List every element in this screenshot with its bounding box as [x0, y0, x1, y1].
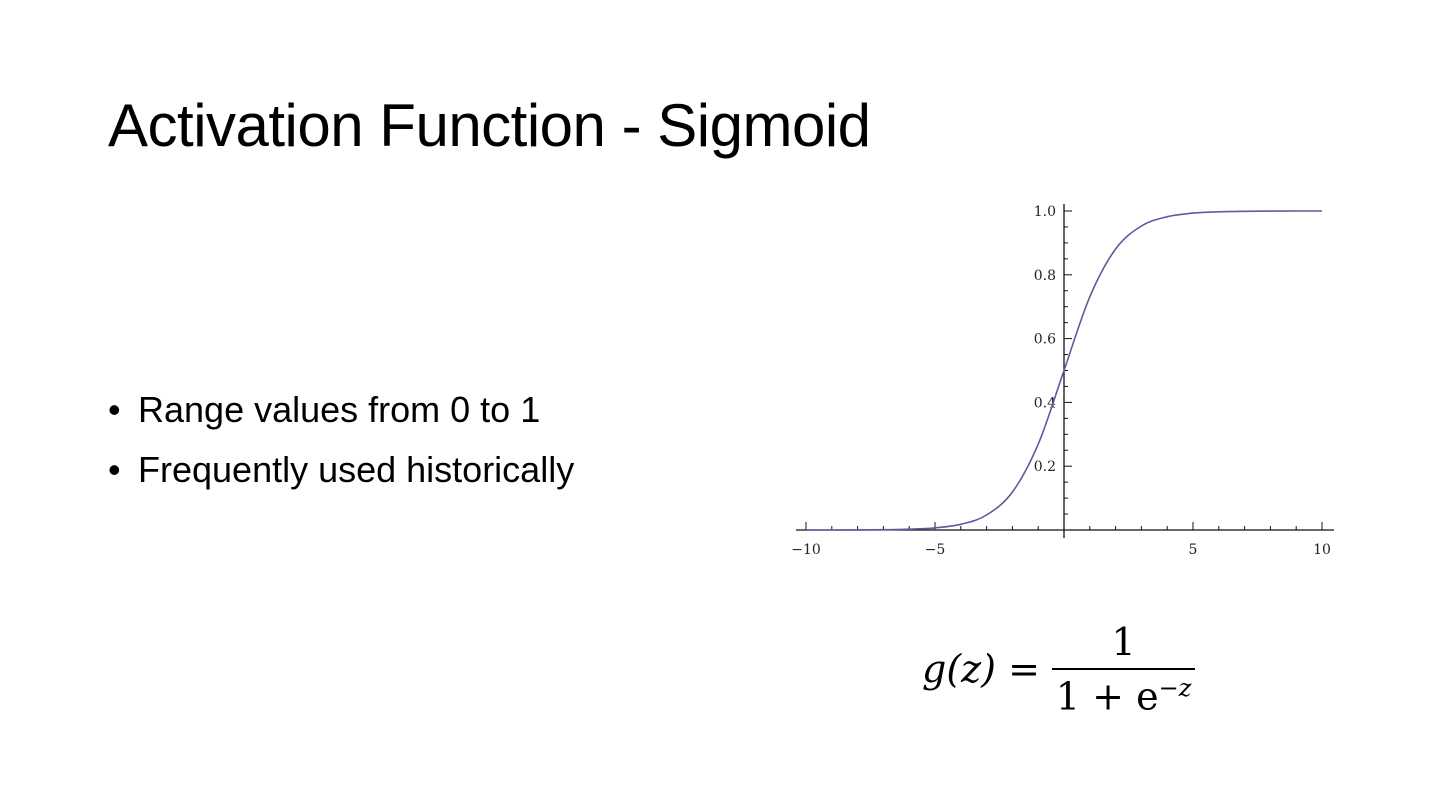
formula-lhs: g(z) = — [922, 647, 1040, 692]
y-tick-label: 0.8 — [1034, 268, 1056, 284]
y-tick-label: 0.4 — [1034, 395, 1056, 411]
formula-fraction: 1 1 + e−z — [1051, 620, 1196, 719]
slide-title: Activation Function - Sigmoid — [108, 92, 871, 159]
y-tick-label: 0.6 — [1034, 332, 1056, 348]
x-tick-label: 5 — [1189, 542, 1198, 558]
formula-denominator-base: 1 + e — [1055, 674, 1159, 719]
formula-exponent: −z — [1158, 674, 1192, 702]
bullet-item: Frequently used historically — [108, 440, 574, 500]
formula-denominator: 1 + e−z — [1051, 668, 1196, 719]
formula-numerator: 1 — [1111, 620, 1136, 664]
y-tick-label: 0.2 — [1034, 459, 1056, 475]
x-tick-label: −10 — [791, 542, 821, 558]
x-tick-label: 10 — [1313, 542, 1331, 558]
x-tick-label: −5 — [925, 542, 946, 558]
bullet-item: Range values from 0 to 1 — [108, 380, 574, 440]
y-tick-label: 1.0 — [1034, 204, 1056, 220]
sigmoid-formula: g(z) = 1 1 + e−z — [922, 620, 1196, 719]
sigmoid-curve — [805, 210, 1322, 531]
bullet-list: Range values from 0 to 1 Frequently used… — [108, 380, 574, 500]
